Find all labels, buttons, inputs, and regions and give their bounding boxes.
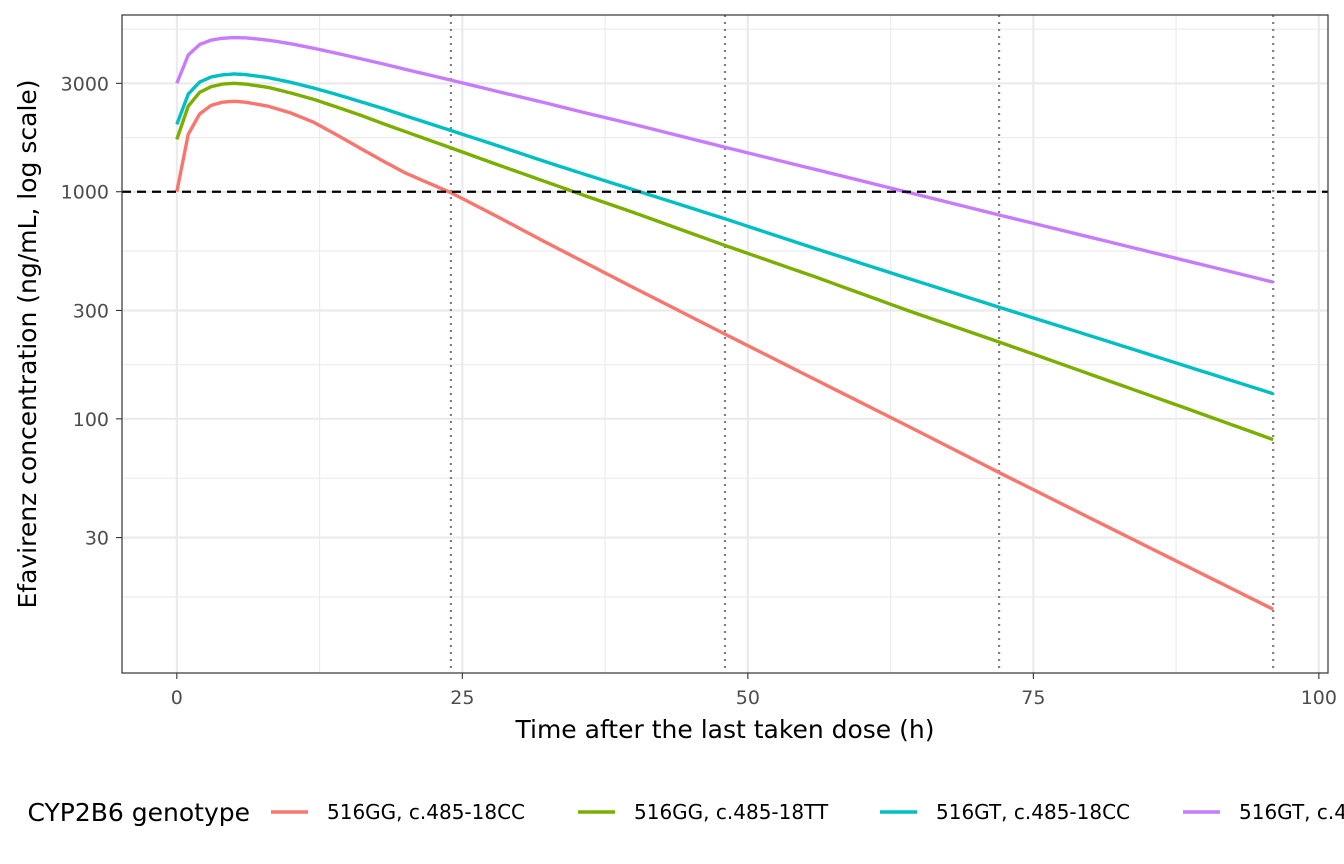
x-axis-title: Time after the last taken dose (h) xyxy=(515,715,935,744)
legend-label-2: 516GG, c.485-18TT xyxy=(634,800,829,824)
series-line-2 xyxy=(175,81,1274,442)
x-tick-label: 75 xyxy=(1021,687,1045,709)
legend-label-3: 516GT, c.485-18CC xyxy=(936,800,1130,824)
reference-lines xyxy=(449,15,1275,673)
y-tick-label: 3000 xyxy=(61,73,109,95)
y-tick-label: 300 xyxy=(73,300,109,322)
legend: CYP2B6 genotype 516GG, c.485-18CC 516GG, … xyxy=(27,798,1344,827)
plot-panel-border xyxy=(121,14,1329,674)
series-line-4 xyxy=(175,35,1274,284)
x-tick-label: 100 xyxy=(1301,687,1337,709)
legend-label-1: 516GG, c.485-18CC xyxy=(327,800,525,824)
series-line-1 xyxy=(175,99,1274,611)
y-axis-title: Efavirenz concentration (ng/mL, log scal… xyxy=(13,79,42,608)
series-line-3 xyxy=(175,72,1274,396)
y-tick-label: 30 xyxy=(85,528,109,550)
x-tick-label: 0 xyxy=(171,687,183,709)
series-lines xyxy=(122,35,1328,611)
x-tick-label: 25 xyxy=(450,687,474,709)
legend-title: CYP2B6 genotype xyxy=(27,798,250,827)
legend-label-4: 516GT, c.485-18TT xyxy=(1239,800,1344,824)
y-tick-label: 100 xyxy=(73,409,109,431)
y-tick-label: 1000 xyxy=(61,182,109,204)
x-axis: 0 25 50 75 100 xyxy=(171,673,1337,709)
x-tick-label: 50 xyxy=(736,687,760,709)
y-axis: 30 100 300 1000 3000 xyxy=(61,73,122,550)
